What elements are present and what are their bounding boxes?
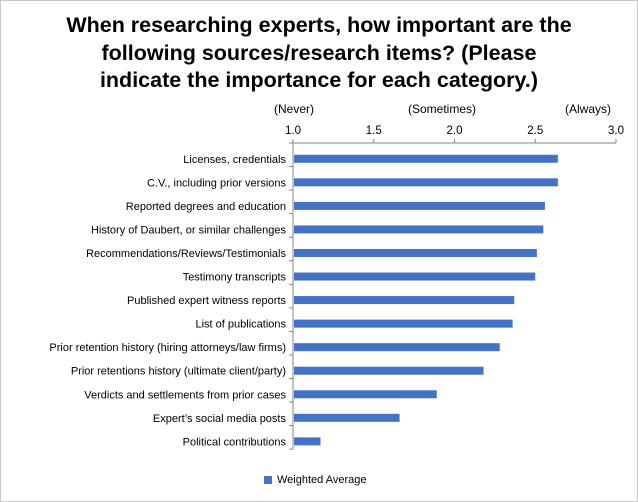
title-line-2: following sources/research items? (Pleas… — [101, 40, 537, 65]
bar — [294, 343, 500, 352]
bar — [294, 366, 484, 375]
legend: Weighted Average — [264, 474, 367, 486]
x-tick-label: 2.0 — [447, 125, 463, 137]
bar — [294, 248, 537, 257]
bar — [294, 296, 515, 305]
category-label: Testimony transcripts — [183, 272, 287, 284]
category-label: Licenses, credentials — [183, 154, 286, 166]
bar — [294, 413, 400, 422]
x-tick-label: 3.0 — [608, 125, 624, 137]
scale-label-never: (Never) — [274, 102, 315, 116]
category-label: Published expert witness reports — [127, 295, 286, 307]
category-label: Recommendations/Reviews/Testimonials — [86, 248, 286, 260]
scale-label-always: (Always) — [565, 102, 612, 116]
chart-title: When researching experts, how important … — [0, 12, 638, 95]
bar — [294, 178, 558, 187]
x-tick-label: 2.5 — [527, 125, 543, 137]
category-label: Expert’s social media posts — [153, 413, 287, 425]
bar — [294, 201, 545, 210]
bar — [294, 319, 513, 328]
scale-label-sometimes: (Sometimes) — [408, 102, 477, 116]
x-tick-label: 1.5 — [366, 125, 382, 137]
legend-label: Weighted Average — [277, 474, 367, 486]
category-label: Verdicts and settlements from prior case… — [84, 389, 286, 401]
title-line-3: indicate the importance for each categor… — [99, 68, 539, 92]
category-label: History of Daubert, or similar challenge… — [91, 224, 287, 236]
x-tick-label: 1.0 — [285, 125, 301, 137]
bar — [294, 225, 544, 234]
category-label: Prior retentions history (ultimate clien… — [71, 366, 286, 378]
bar — [294, 437, 321, 446]
category-label: Prior retention history (hiring attorney… — [49, 342, 286, 354]
category-label: List of publications — [196, 319, 287, 331]
bar — [294, 272, 536, 281]
category-label: Reported degrees and education — [126, 201, 286, 213]
legend-swatch — [264, 476, 272, 484]
bar — [294, 154, 558, 163]
bar — [294, 390, 437, 399]
category-label: C.V., including prior versions — [147, 177, 286, 189]
category-label: Political contributions — [183, 436, 287, 448]
title-line-1: When researching experts, how important … — [66, 13, 572, 37]
